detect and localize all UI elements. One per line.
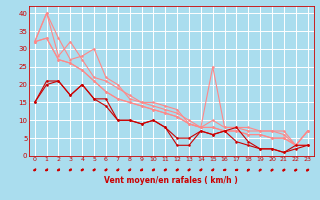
- X-axis label: Vent moyen/en rafales ( km/h ): Vent moyen/en rafales ( km/h ): [104, 176, 238, 185]
